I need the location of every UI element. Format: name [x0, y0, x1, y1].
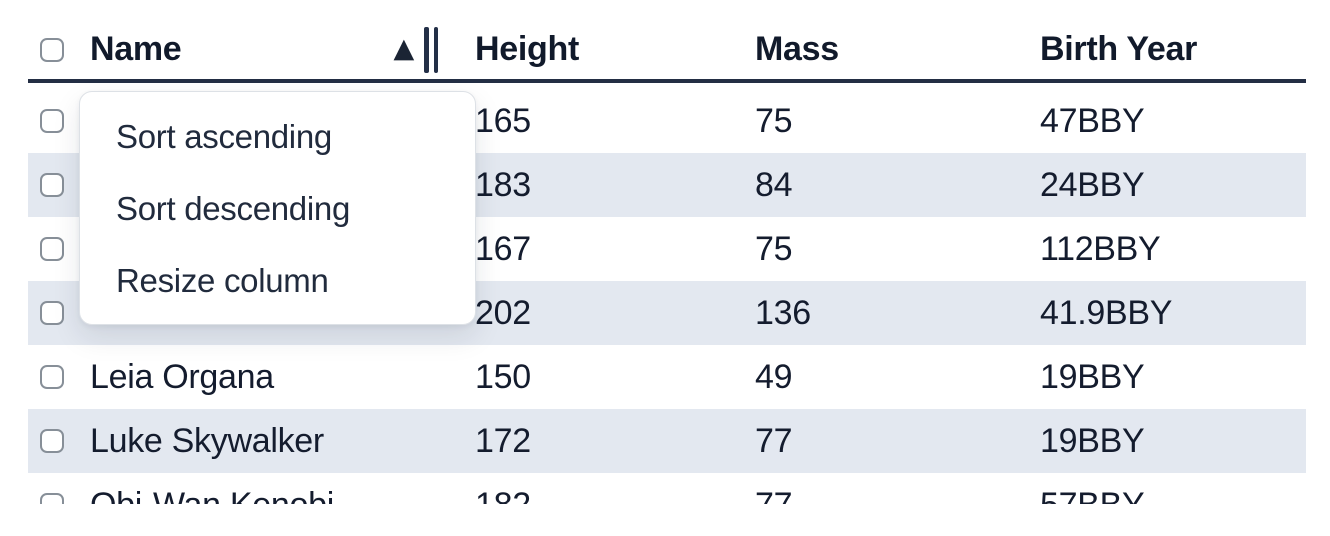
column-menu: Sort ascending Sort descending Resize co…	[79, 91, 476, 325]
table-row[interactable]: Leia Organa 150 49 19BBY	[28, 345, 1306, 409]
menu-item-sort-ascending[interactable]: Sort ascending	[116, 118, 332, 155]
column-header-name-label: Name	[90, 30, 182, 68]
cell-mass: 84	[755, 165, 793, 204]
cell-height: 165	[475, 101, 531, 140]
header-checkbox-cell	[28, 20, 78, 79]
cell-mass: 136	[755, 293, 811, 332]
cell-height: 172	[475, 421, 531, 460]
cell-mass: 49	[755, 357, 793, 396]
cell-mass: 77	[718, 473, 998, 505]
table-row[interactable]: Luke Skywalker 172 77 19BBY	[28, 409, 1306, 473]
table-header-row: Name ▲ Height Mass Birth Year	[28, 0, 1306, 83]
row-checkbox[interactable]	[40, 237, 64, 261]
cell-mass: 75	[755, 101, 793, 140]
sort-ascending-icon: ▲	[393, 33, 415, 64]
cell-birth-year: 24BBY	[1040, 165, 1145, 204]
column-header-name[interactable]: Name ▲	[78, 20, 438, 79]
cell-birth-year: 47BBY	[1040, 101, 1145, 140]
column-header-mass[interactable]: Mass	[755, 30, 839, 68]
table-row[interactable]: 167 75 112BBY	[28, 217, 1306, 281]
row-checkbox[interactable]	[40, 301, 64, 325]
cell-mass: 77	[755, 421, 793, 460]
cell-birth-year: 112BBY	[1040, 229, 1161, 268]
characters-table: Name ▲ Height Mass Birth Year 165 75 47B…	[28, 0, 1306, 504]
cell-birth-year: 19BBY	[1040, 421, 1145, 460]
cell-mass: 75	[755, 229, 793, 268]
column-header-height[interactable]: Height	[475, 30, 579, 68]
cell-birth-year: 19BBY	[1040, 357, 1145, 396]
table-row[interactable]: Obi-Wan Kenobi 182 77 57BBY	[28, 473, 1306, 504]
row-checkbox[interactable]	[40, 365, 64, 389]
cell-height: 150	[475, 357, 531, 396]
cell-name: Leia Organa	[90, 357, 274, 396]
cell-height: 183	[475, 165, 531, 204]
menu-item-sort-descending[interactable]: Sort descending	[116, 190, 350, 227]
row-checkbox[interactable]	[40, 173, 64, 197]
row-checkbox[interactable]	[40, 429, 64, 453]
cell-birth-year: 41.9BBY	[1040, 293, 1173, 332]
row-checkbox[interactable]	[40, 493, 64, 504]
cell-name: Luke Skywalker	[90, 421, 324, 460]
row-checkbox[interactable]	[40, 109, 64, 133]
table-row[interactable]: 165 75 47BBY	[28, 89, 1306, 153]
column-header-birth-year[interactable]: Birth Year	[1040, 30, 1198, 68]
cell-height: 202	[475, 293, 531, 332]
cell-height: 182	[438, 473, 718, 505]
cell-height: 167	[475, 229, 531, 268]
cell-name: Obi-Wan Kenobi	[78, 473, 438, 505]
cell-birth-year: 57BBY	[998, 473, 1306, 505]
column-resize-handle[interactable]	[424, 26, 438, 73]
select-all-checkbox[interactable]	[40, 37, 64, 62]
menu-item-resize-column[interactable]: Resize column	[116, 262, 329, 299]
